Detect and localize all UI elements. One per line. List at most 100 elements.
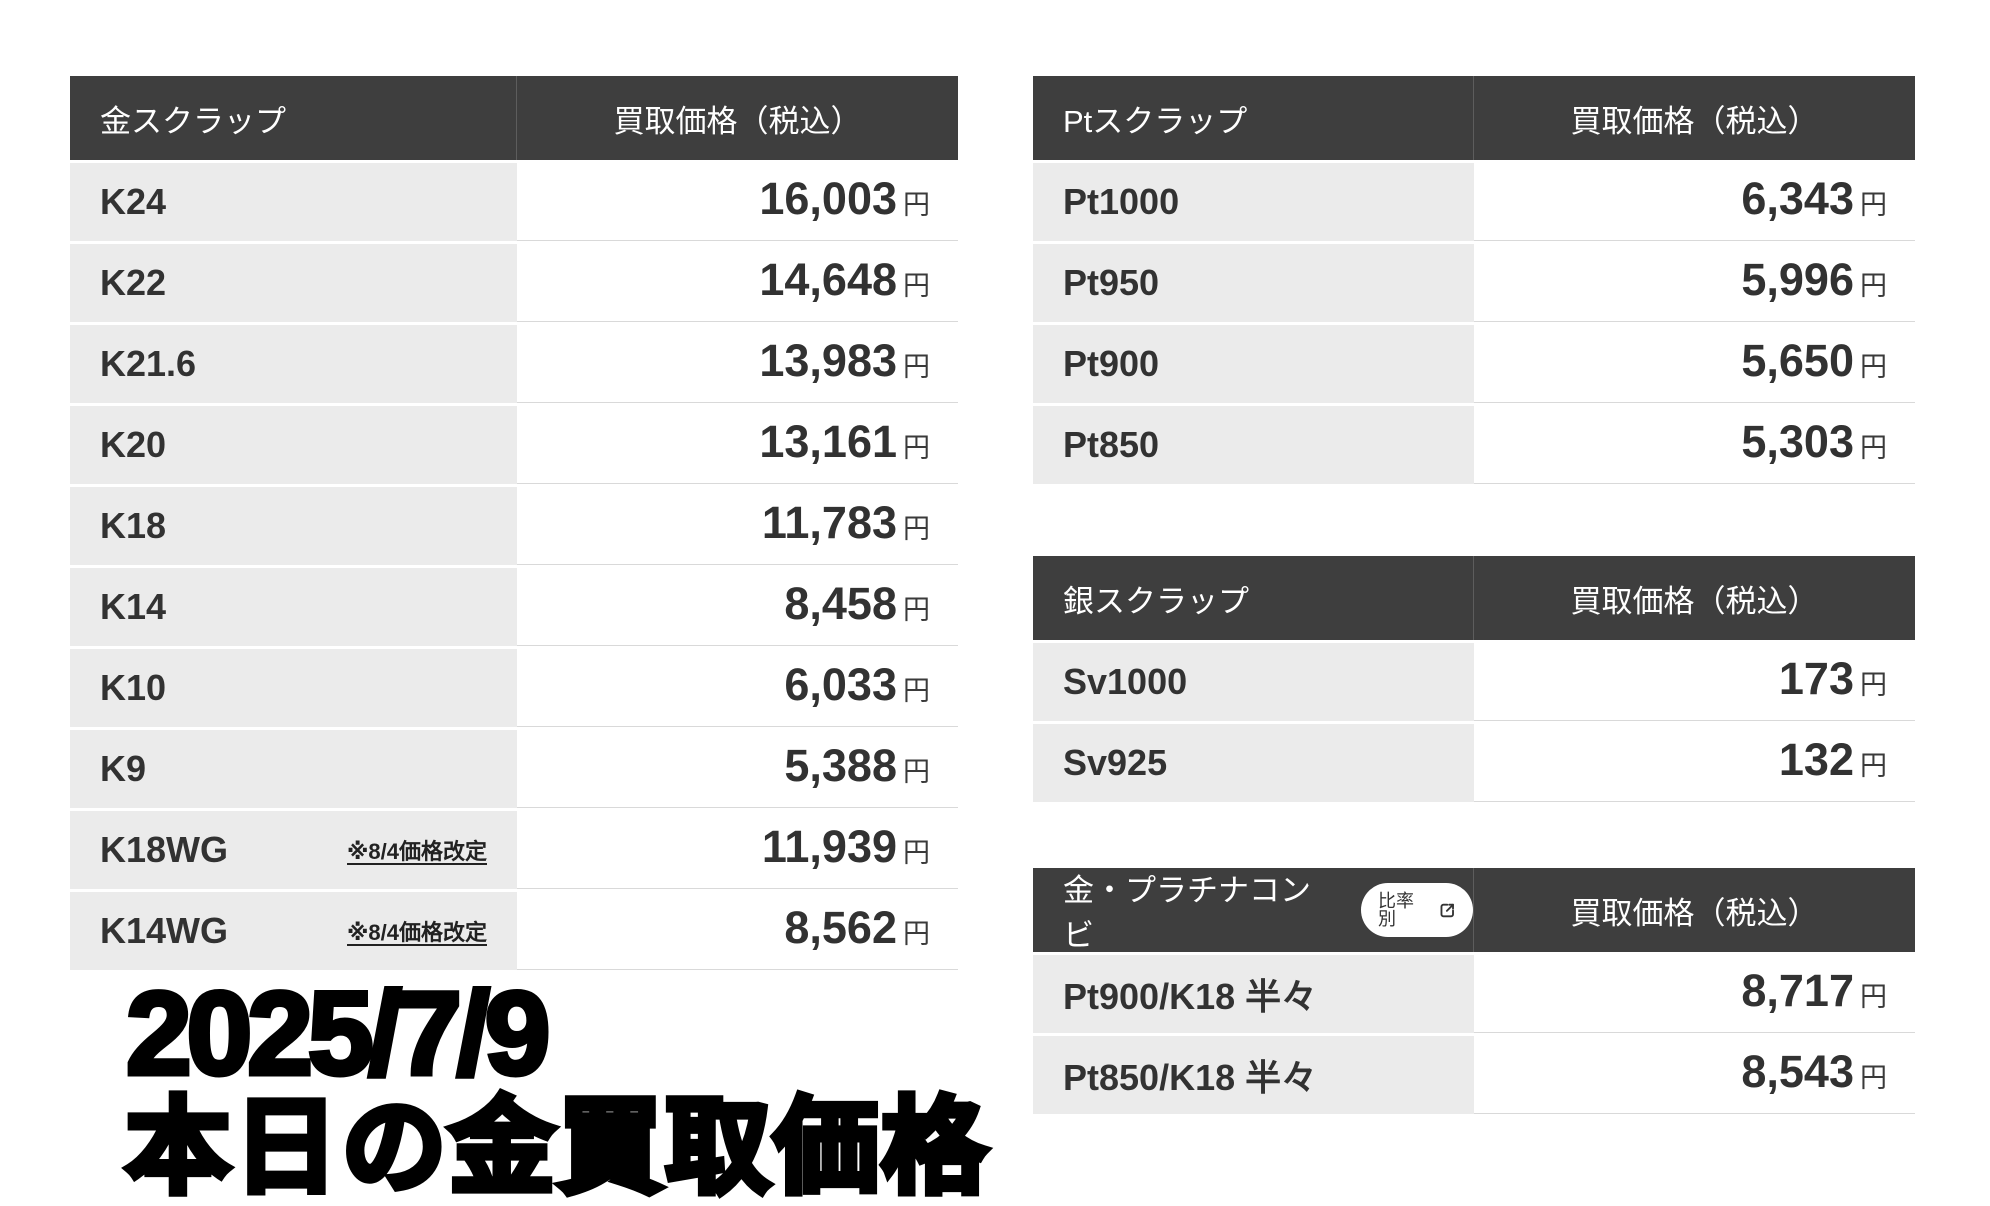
silver-price-column-header: 買取価格（税込） <box>1570 583 1819 619</box>
gold-table-header: 金スクラップ 買取価格（税込） <box>70 76 958 160</box>
row-label: K18 <box>100 505 167 546</box>
price-cell: 11,783 円 <box>517 484 958 565</box>
price-unit: 円 <box>903 190 930 220</box>
price-value: 8,717 <box>1741 965 1854 1016</box>
row-label: K20 <box>100 424 167 465</box>
stamp-title: 本日の金買取価格 <box>122 1090 991 1206</box>
price-revision-note-link[interactable]: ※8/4価格改定 <box>347 839 487 864</box>
gold-price-column-header: 買取価格（税込） <box>613 103 862 139</box>
price-cell: 11,939 円 <box>517 808 958 889</box>
combo-price-column-header: 買取価格（税込） <box>1570 895 1819 931</box>
row-label: K14 <box>100 586 167 627</box>
row-label: K9 <box>100 748 147 789</box>
price-value: 11,939 <box>761 821 897 872</box>
pt-scrap-table: Ptスクラップ 買取価格（税込） Pt1000 6,343 円 Pt950 5,9… <box>1033 76 1915 484</box>
price-value: 5,650 <box>1741 335 1854 386</box>
table-row: Pt850/K18 半々 8,543 円 <box>1033 1033 1915 1114</box>
price-unit: 円 <box>1860 751 1887 781</box>
gold-scrap-table: 金スクラップ 買取価格（税込） K24 16,003 円 K22 14,648 円 … <box>70 76 958 970</box>
gold-table-title: 金スクラップ <box>70 76 517 160</box>
price-value: 173 <box>1778 653 1854 704</box>
price-unit: 円 <box>903 676 930 706</box>
table-row: Pt900 5,650 円 <box>1033 322 1915 403</box>
price-unit: 円 <box>903 595 930 625</box>
price-cell: 13,983 円 <box>517 322 958 403</box>
table-row: K10 6,033 円 <box>70 646 958 727</box>
table-row: K24 16,003 円 <box>70 160 958 241</box>
row-label: K21.6 <box>100 343 197 384</box>
price-unit: 円 <box>903 919 930 949</box>
price-unit: 円 <box>1860 190 1887 220</box>
price-cell: 16,003 円 <box>517 160 958 241</box>
price-unit: 円 <box>903 433 930 463</box>
price-cell: 8,717 円 <box>1474 952 1915 1033</box>
row-label: K18WG <box>100 829 229 870</box>
ratio-badge-label: 比率別 <box>1378 891 1414 929</box>
row-label: Sv1000 <box>1063 661 1188 702</box>
row-label: Pt850 <box>1063 424 1160 465</box>
table-row: Pt1000 6,343 円 <box>1033 160 1915 241</box>
price-cell: 5,996 円 <box>1474 241 1915 322</box>
price-value: 16,003 <box>759 173 897 224</box>
price-unit: 円 <box>903 271 930 301</box>
table-row: K20 13,161 円 <box>70 403 958 484</box>
table-row: K14 8,458 円 <box>70 565 958 646</box>
price-cell: 8,562 円 <box>517 889 958 970</box>
combo-table-title: 金・プラチナコンビ <box>1063 873 1311 953</box>
price-value: 13,161 <box>759 416 897 467</box>
row-label: Pt850/K18 半々 <box>1063 1057 1318 1098</box>
table-row: Pt900/K18 半々 8,717 円 <box>1033 952 1915 1033</box>
row-label: Pt950 <box>1063 262 1160 303</box>
price-value: 132 <box>1778 734 1854 785</box>
price-value: 14,648 <box>759 254 897 305</box>
combo-table: 金・プラチナコンビ 比率別 買取価格（税込） Pt900/K18 半々 8,71… <box>1033 868 1915 1114</box>
table-row: K9 5,388 円 <box>70 727 958 808</box>
price-cell: 173 円 <box>1474 640 1915 721</box>
price-cell: 8,543 円 <box>1474 1033 1915 1114</box>
combo-table-header: 金・プラチナコンビ 比率別 買取価格（税込） <box>1033 868 1915 953</box>
price-value: 5,388 <box>784 740 897 791</box>
price-cell: 5,388 円 <box>517 727 958 808</box>
price-unit: 円 <box>1860 982 1887 1012</box>
price-cell: 6,343 円 <box>1474 160 1915 241</box>
stamp-date: 2025/7/9 <box>123 968 552 1100</box>
price-value: 8,562 <box>784 902 897 953</box>
row-label: K10 <box>100 667 167 708</box>
row-label: K14WG <box>100 910 229 951</box>
price-cell: 8,458 円 <box>517 565 958 646</box>
table-row: K21.6 13,983 円 <box>70 322 958 403</box>
date-stamp: 2025/7/9 本日の金買取価格 <box>122 968 991 1206</box>
price-cell: 5,650 円 <box>1474 322 1915 403</box>
row-label: Pt900 <box>1063 343 1160 384</box>
table-row: Sv925 132 円 <box>1033 721 1915 802</box>
pt-price-column-header: 買取価格（税込） <box>1570 103 1819 139</box>
table-row: Pt950 5,996 円 <box>1033 241 1915 322</box>
price-value: 11,783 <box>761 497 897 548</box>
price-unit: 円 <box>903 838 930 868</box>
price-cell: 13,161 円 <box>517 403 958 484</box>
table-row: K18 11,783 円 <box>70 484 958 565</box>
price-value: 8,458 <box>784 578 897 629</box>
price-value: 8,543 <box>1741 1046 1854 1097</box>
ratio-badge-link[interactable]: 比率別 <box>1361 883 1473 937</box>
price-value: 6,033 <box>784 659 897 710</box>
table-row: K14WG ※8/4価格改定 8,562 円 <box>70 889 958 970</box>
price-revision-note-link[interactable]: ※8/4価格改定 <box>347 920 487 945</box>
price-value: 5,303 <box>1741 416 1854 467</box>
pt-table-title: Ptスクラップ <box>1033 76 1474 160</box>
row-label: Pt900/K18 半々 <box>1063 976 1318 1017</box>
price-unit: 円 <box>903 352 930 382</box>
silver-table-title: 銀スクラップ <box>1033 556 1474 640</box>
price-cell: 14,648 円 <box>517 241 958 322</box>
table-row: K22 14,648 円 <box>70 241 958 322</box>
price-cell: 132 円 <box>1474 721 1915 802</box>
price-value: 6,343 <box>1741 173 1854 224</box>
price-cell: 6,033 円 <box>517 646 958 727</box>
silver-table-header: 銀スクラップ 買取価格（税込） <box>1033 556 1915 640</box>
table-row: Pt850 5,303 円 <box>1033 403 1915 484</box>
row-label: Sv925 <box>1063 742 1168 783</box>
row-label: Pt1000 <box>1063 181 1180 222</box>
table-row: K18WG ※8/4価格改定 11,939 円 <box>70 808 958 889</box>
price-cell: 5,303 円 <box>1474 403 1915 484</box>
price-unit: 円 <box>903 757 930 787</box>
